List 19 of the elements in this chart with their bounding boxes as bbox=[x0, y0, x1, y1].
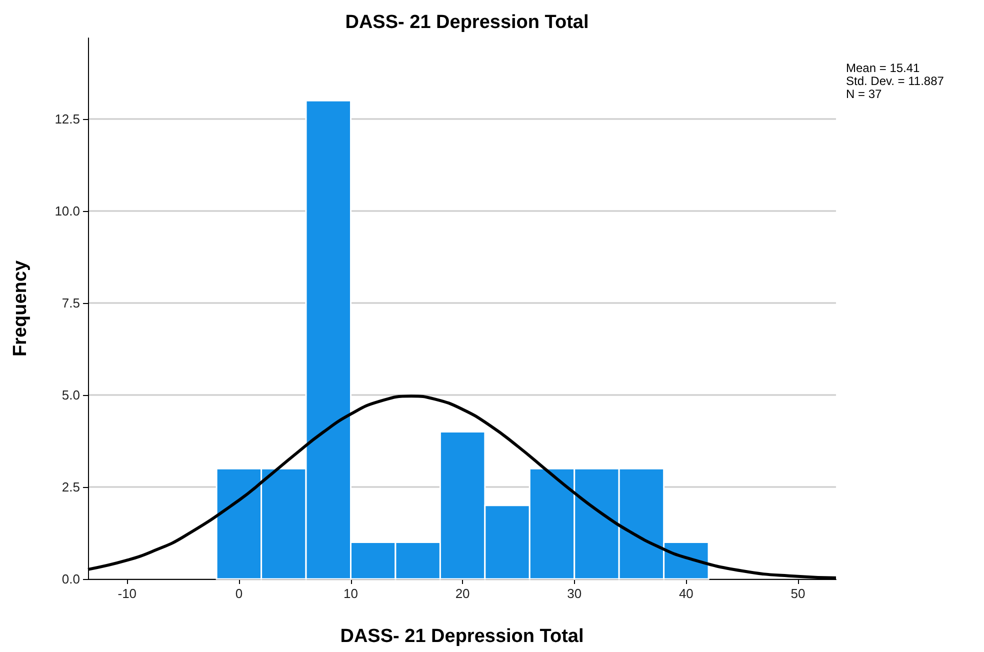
x-tick-label: 40 bbox=[678, 586, 694, 601]
y-tick-label: 12.5 bbox=[54, 111, 80, 126]
y-axis-title: Frequency bbox=[10, 260, 31, 357]
x-tick-label: 10 bbox=[344, 586, 358, 601]
y-tick-label: 7.5 bbox=[62, 295, 80, 310]
text: Std. Dev. = 11.887 bbox=[846, 74, 944, 88]
x-axis-title: DASS- 21 Depression Total bbox=[340, 626, 584, 647]
y-tick-label: 2.5 bbox=[62, 479, 80, 494]
y-tick-label: 5.0 bbox=[62, 387, 80, 402]
x-tick-label: 30 bbox=[567, 586, 582, 601]
x-tick-label: 50 bbox=[790, 586, 806, 601]
x-tick-label: 0 bbox=[235, 586, 243, 601]
x-tick-label: 20 bbox=[455, 586, 470, 601]
y-tick-label: 0.0 bbox=[62, 572, 80, 586]
text: N = 37 bbox=[846, 87, 882, 101]
y-tick-label: 10.0 bbox=[54, 203, 80, 218]
x-tick-label: -10 bbox=[118, 586, 137, 601]
text: Mean = 15.41 bbox=[846, 61, 920, 75]
chart-title: DASS- 21 Depression Total bbox=[345, 12, 589, 33]
